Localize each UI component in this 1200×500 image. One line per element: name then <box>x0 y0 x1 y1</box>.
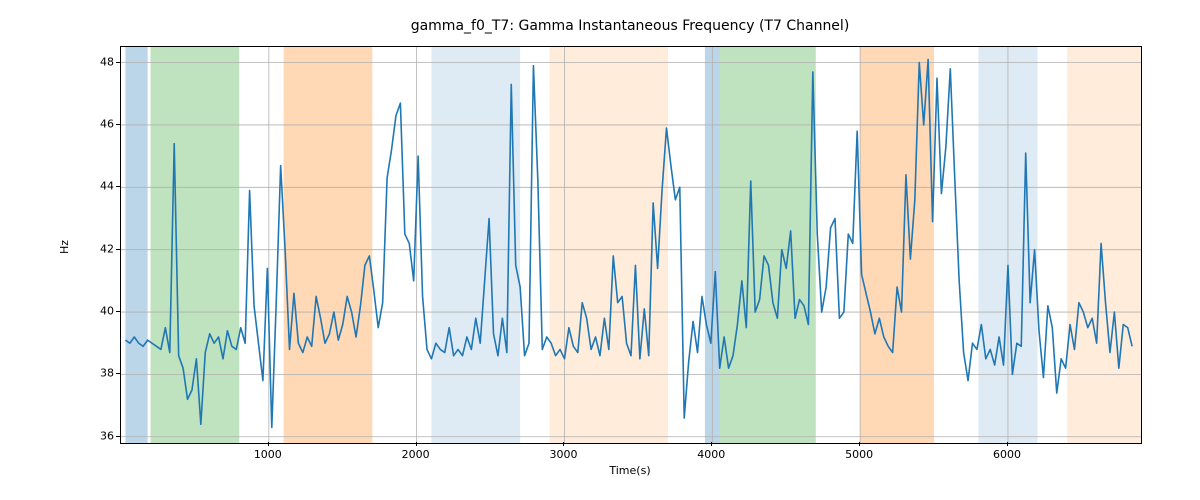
x-tick-label: 4000 <box>697 448 725 461</box>
series-line <box>125 59 1132 427</box>
y-tick-label: 48 <box>92 55 114 68</box>
y-tick-mark <box>116 124 120 125</box>
chart-title: gamma_f0_T7: Gamma Instantaneous Frequen… <box>120 18 1140 34</box>
x-tick-mark <box>711 442 712 446</box>
y-tick-mark <box>116 373 120 374</box>
line-layer <box>121 47 1141 443</box>
x-tick-label: 3000 <box>549 448 577 461</box>
y-tick-label: 36 <box>92 429 114 442</box>
x-tick-mark <box>859 442 860 446</box>
y-tick-mark <box>116 311 120 312</box>
x-axis-label: Time(s) <box>120 464 1140 477</box>
x-tick-label: 6000 <box>993 448 1021 461</box>
plot-area <box>120 46 1142 444</box>
y-axis-label: Hz <box>58 240 71 254</box>
x-tick-label: 5000 <box>845 448 873 461</box>
x-tick-label: 2000 <box>402 448 430 461</box>
y-tick-mark <box>116 186 120 187</box>
x-tick-mark <box>563 442 564 446</box>
y-tick-mark <box>116 436 120 437</box>
y-tick-mark <box>116 249 120 250</box>
y-tick-label: 42 <box>92 242 114 255</box>
y-tick-mark <box>116 62 120 63</box>
y-tick-label: 46 <box>92 117 114 130</box>
x-tick-mark <box>1007 442 1008 446</box>
y-tick-label: 44 <box>92 180 114 193</box>
x-tick-mark <box>416 442 417 446</box>
y-tick-label: 38 <box>92 367 114 380</box>
y-tick-label: 40 <box>92 305 114 318</box>
figure: gamma_f0_T7: Gamma Instantaneous Frequen… <box>0 0 1200 500</box>
x-tick-mark <box>268 442 269 446</box>
x-tick-label: 1000 <box>254 448 282 461</box>
